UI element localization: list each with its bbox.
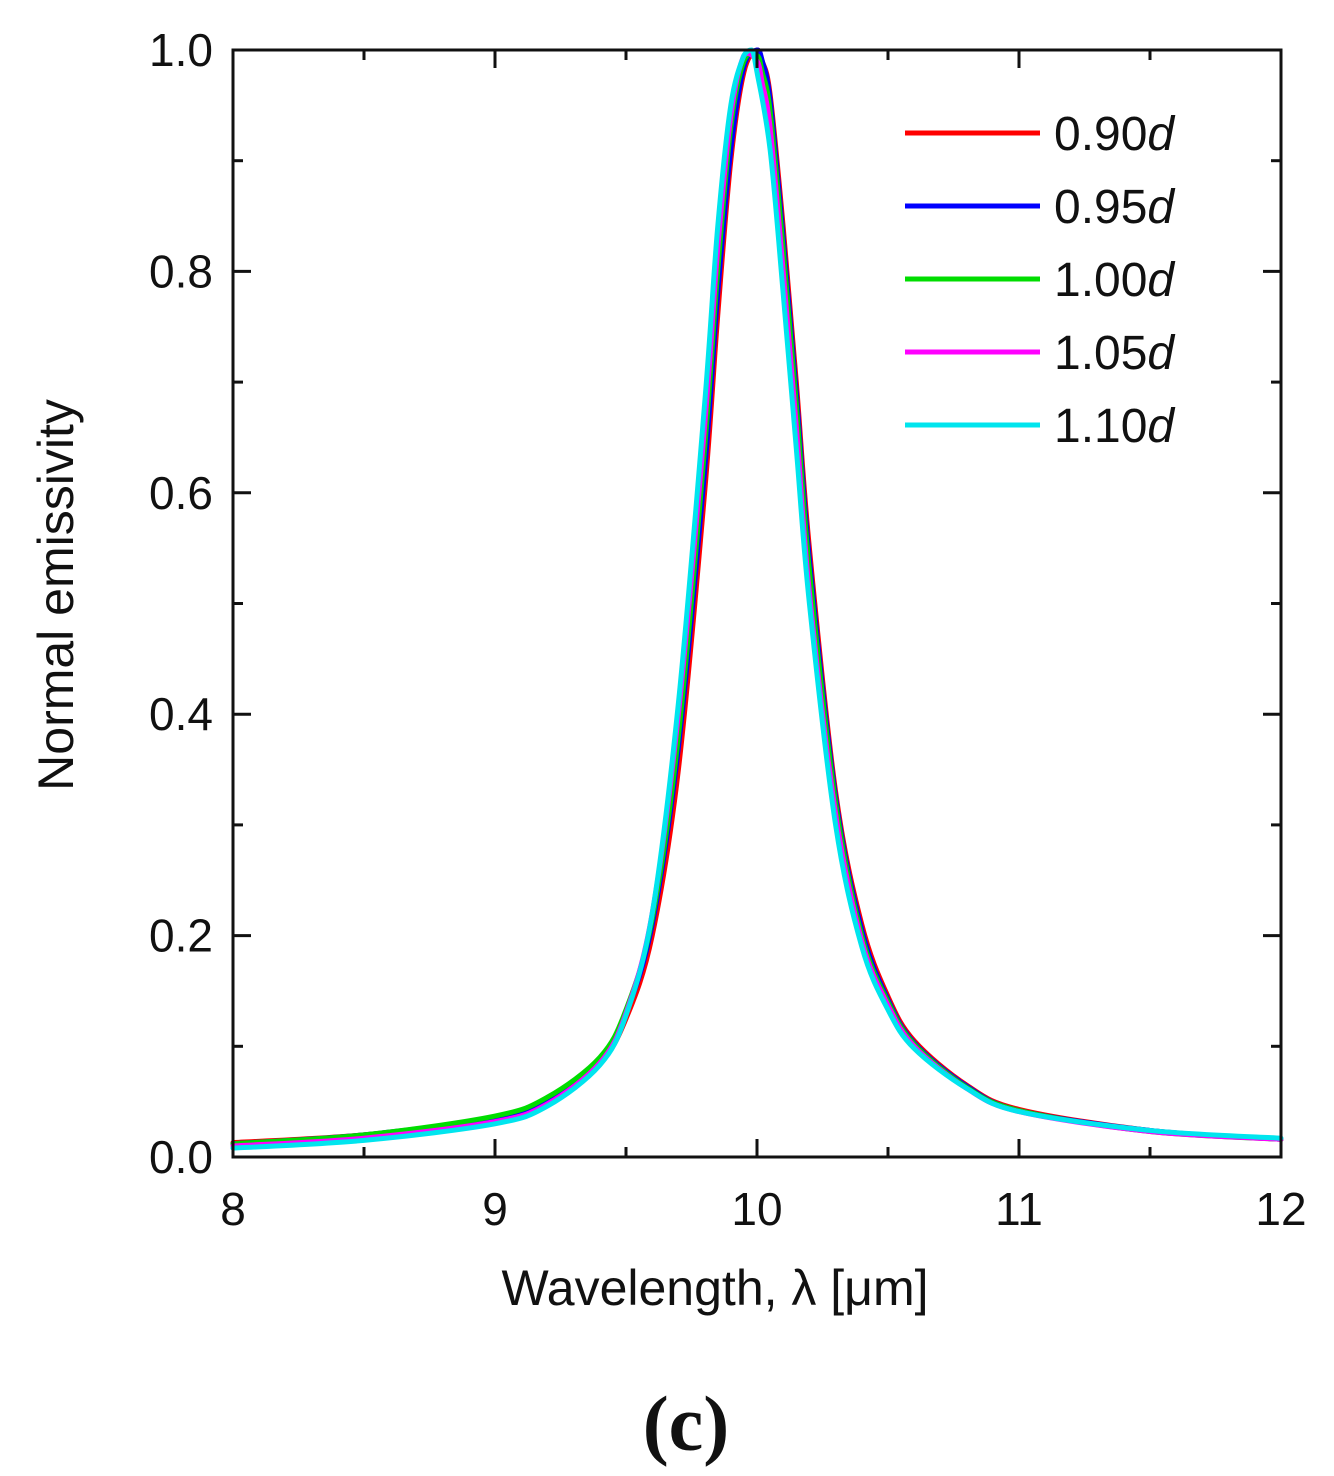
x-tick-label: 12	[1255, 1183, 1306, 1235]
legend-label: 1.05d	[1054, 327, 1175, 380]
panel-label: (c)	[643, 1380, 730, 1467]
x-tick-label: 10	[731, 1183, 782, 1235]
x-tick-label: 11	[995, 1183, 1043, 1235]
y-tick-label: 0.6	[149, 467, 213, 519]
legend-label: 1.10d	[1054, 400, 1175, 453]
legend: 0.90d 0.95d 1.00d 1.05d 1.10d	[905, 108, 1175, 453]
y-tick-label: 0.0	[149, 1131, 213, 1183]
legend-label: 0.90d	[1054, 108, 1175, 161]
axis-ticks	[231, 48, 1283, 1159]
legend-label: 0.95d	[1054, 181, 1175, 234]
series-line-1-10d	[230, 47, 1284, 1151]
y-axis-title: Normal emissivity	[28, 399, 84, 791]
y-tick-label: 1.0	[149, 24, 213, 76]
y-tick-label: 0.2	[149, 910, 213, 962]
axis-tick-labels: 8 9 10 11 12 0.0 0.2 0.4 0.6 0.8 1.0	[149, 24, 1307, 1235]
x-tick-label: 9	[482, 1183, 508, 1235]
x-tick-label: 8	[220, 1183, 246, 1235]
plot-lines	[230, 47, 1284, 1151]
y-tick-label: 0.8	[149, 245, 213, 297]
legend-label: 1.00d	[1054, 254, 1175, 307]
x-axis-title: Wavelength, λ [μm]	[501, 1260, 928, 1316]
y-tick-label: 0.4	[149, 688, 213, 740]
